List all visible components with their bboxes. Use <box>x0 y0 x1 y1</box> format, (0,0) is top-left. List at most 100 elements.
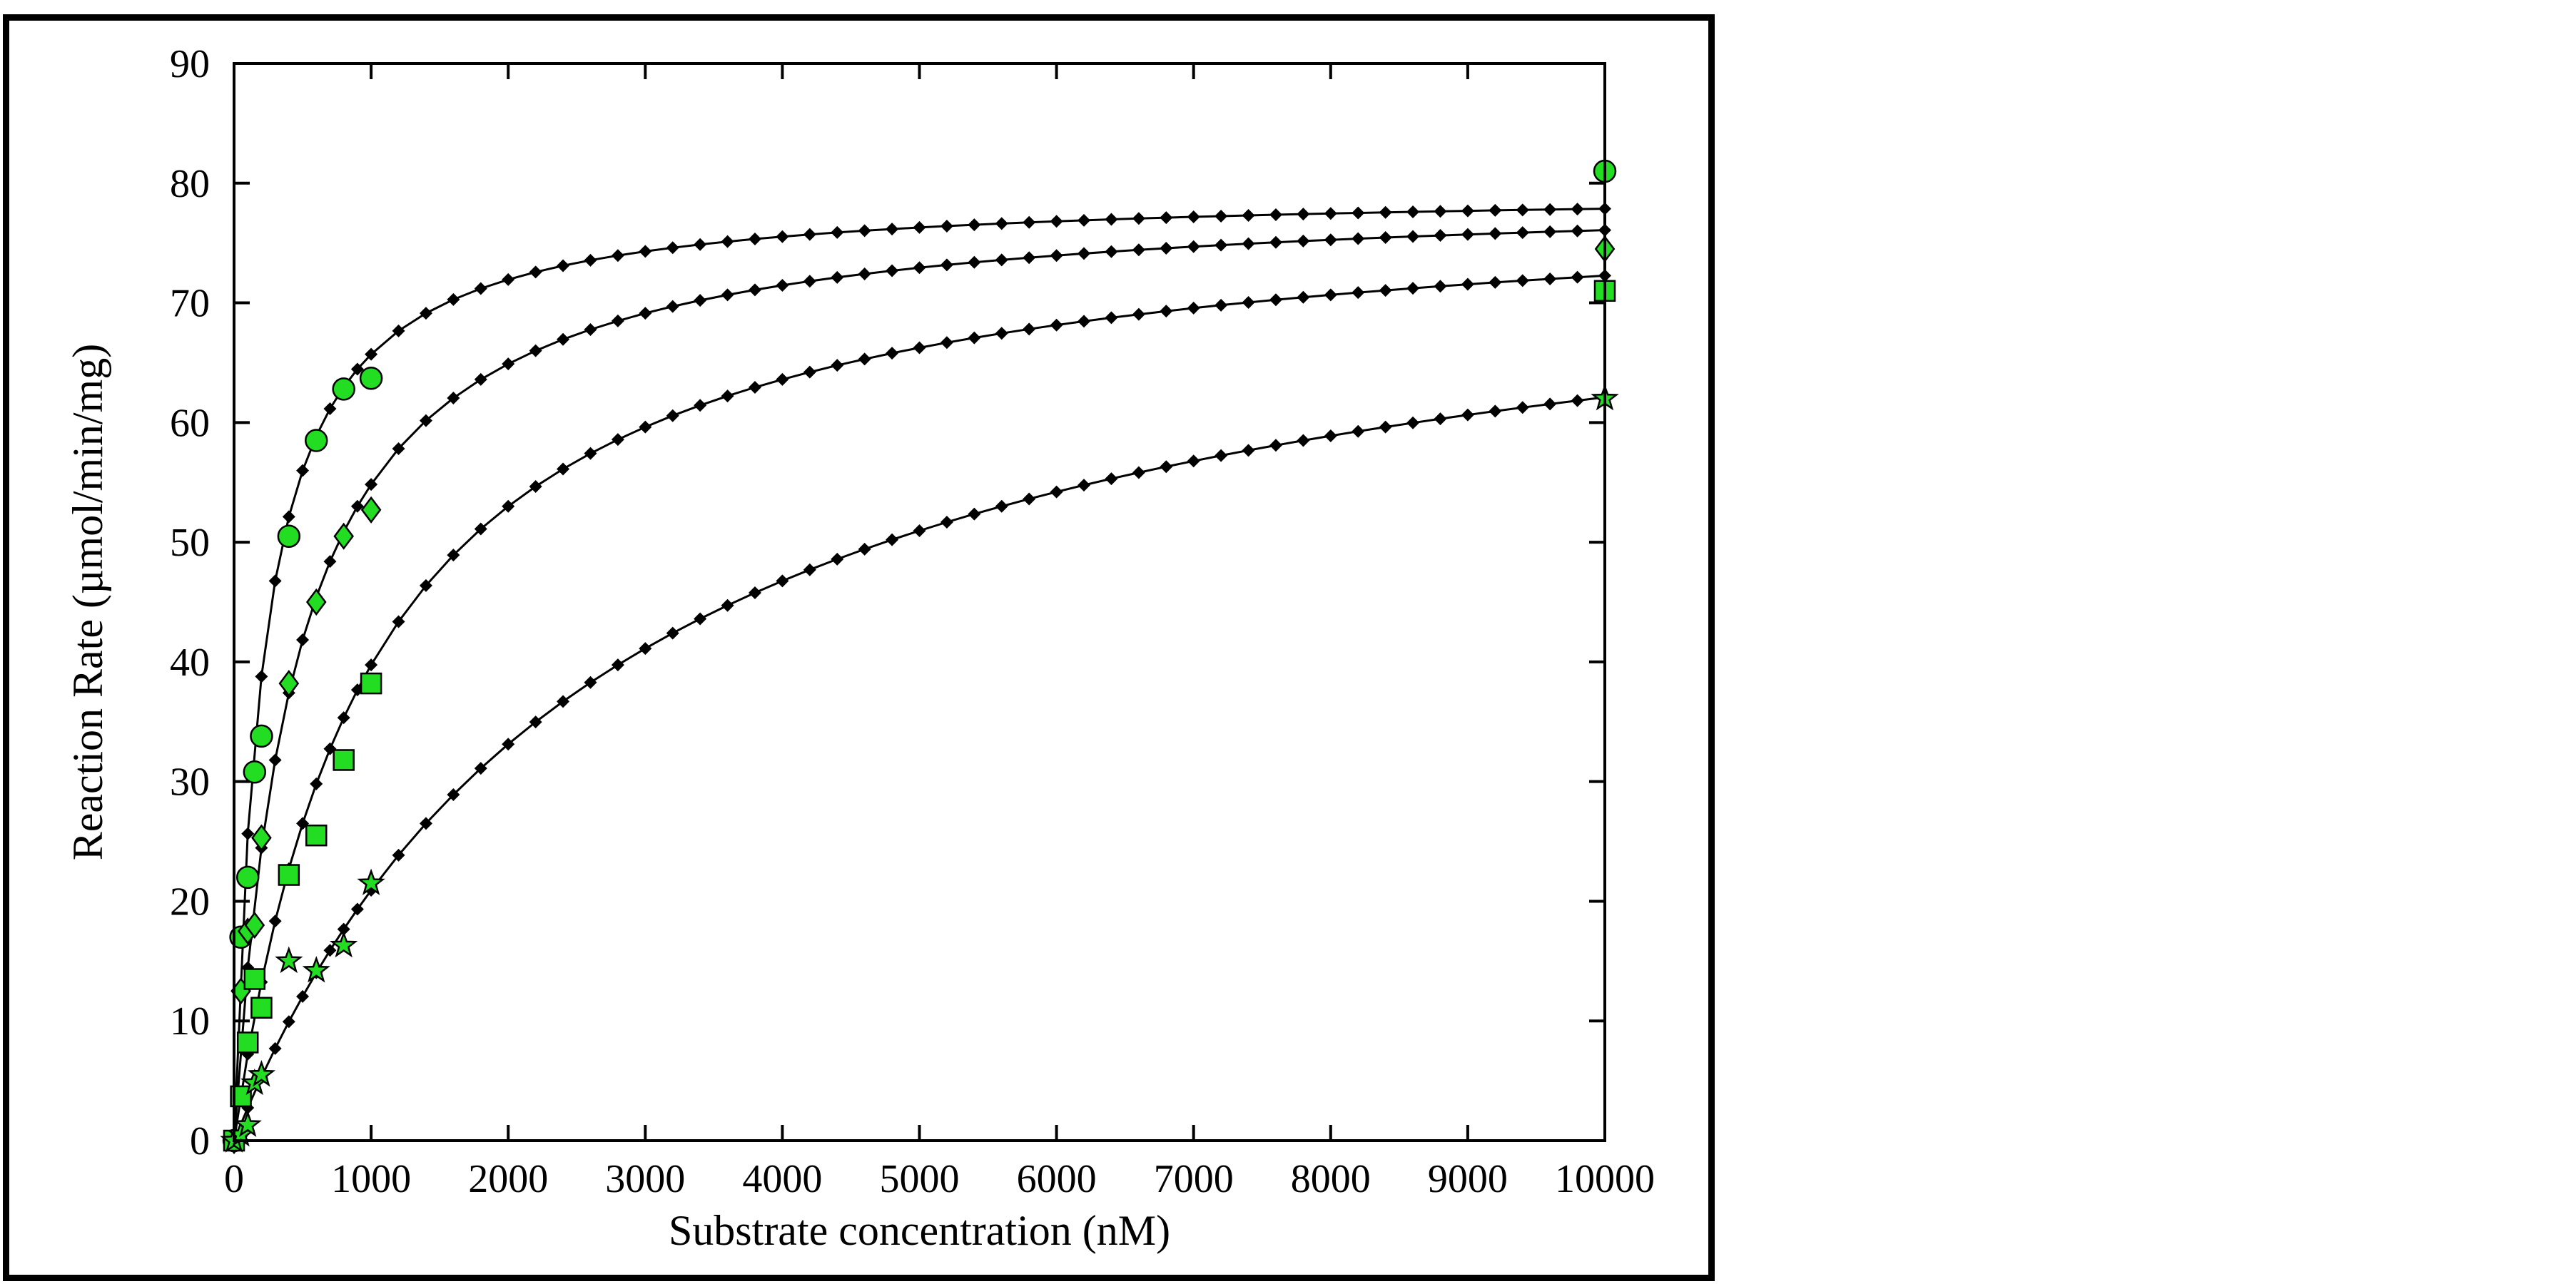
fit-point <box>447 549 460 562</box>
fit-point <box>858 542 871 556</box>
fit-point <box>1242 295 1255 309</box>
chart-frame: 0 1000 2000 3000 4000 5000 6000 7000 8000 9000 100… <box>3 14 1715 1281</box>
fit-point <box>255 670 268 683</box>
fit-point <box>1132 307 1145 321</box>
fit-point <box>584 322 597 336</box>
fit-point <box>831 359 844 372</box>
x-tick-label: 3000 <box>605 1157 685 1201</box>
data-point-diamond <box>360 496 382 524</box>
fit-point <box>1434 280 1447 293</box>
fit-point <box>1543 272 1557 285</box>
fit-point <box>639 245 652 258</box>
data-point-diamond <box>305 588 327 616</box>
fit-point <box>1489 404 1502 418</box>
fit-curves <box>228 202 1611 1147</box>
fit-point <box>748 233 761 246</box>
fit-point <box>1023 322 1036 336</box>
fit-line-2 <box>233 229 1606 1141</box>
fit-point <box>1269 235 1282 249</box>
fit-point <box>694 399 707 412</box>
fit-point <box>886 264 899 277</box>
data-point-circle <box>250 724 273 748</box>
fit-point <box>282 1015 295 1029</box>
fit-point <box>995 253 1008 267</box>
fit-point <box>1461 204 1474 218</box>
data-point-circle <box>243 760 267 784</box>
fit-point <box>803 228 816 241</box>
fit-point <box>776 574 789 588</box>
fit-point <box>694 612 707 626</box>
fit-point <box>1489 227 1502 240</box>
fit-point <box>1543 203 1557 216</box>
fit-point <box>1105 472 1118 486</box>
fit-point <box>1324 288 1337 302</box>
y-tick-label: 10 <box>170 999 210 1044</box>
fit-point <box>584 447 597 460</box>
fit-point <box>241 827 255 840</box>
fit-point <box>1105 311 1118 325</box>
fit-point <box>392 442 405 455</box>
fit-point <box>1516 203 1529 217</box>
fit-point <box>1352 206 1365 220</box>
fit-point <box>1379 284 1392 297</box>
fit-point <box>913 220 926 234</box>
fit-point <box>913 341 926 355</box>
fit-point <box>419 817 432 830</box>
fit-point <box>350 362 364 376</box>
fit-point <box>803 365 816 379</box>
fit-point <box>1461 408 1474 422</box>
fit-point <box>557 332 570 346</box>
fit-point <box>1352 232 1365 245</box>
fit-point <box>831 552 844 566</box>
x-tick-label: 7000 <box>1154 1157 1234 1201</box>
fit-point <box>940 219 953 233</box>
fit-point <box>639 307 652 320</box>
fit-point <box>1379 230 1392 244</box>
fit-point <box>502 272 515 286</box>
fit-point <box>1489 275 1502 289</box>
y-axis: 0 10 20 30 40 50 60 70 80 90 <box>170 42 1605 1163</box>
fit-point <box>296 464 310 477</box>
fit-point <box>268 574 282 588</box>
fit-point <box>1543 225 1557 238</box>
x-tick-label: 6000 <box>1017 1157 1097 1201</box>
fit-point <box>831 225 844 239</box>
fit-point <box>447 292 460 306</box>
fit-point <box>1461 277 1474 291</box>
fit-point <box>721 235 734 248</box>
fit-point <box>776 279 789 292</box>
fit-point <box>268 753 282 767</box>
fit-point <box>502 499 515 513</box>
data-point-star <box>247 1060 276 1087</box>
x-tick-label: 9000 <box>1428 1157 1508 1201</box>
fit-point <box>337 711 350 725</box>
x-tick-label: 10000 <box>1555 1157 1655 1201</box>
fit-point <box>474 762 487 775</box>
fit-point <box>1187 301 1200 315</box>
fit-point <box>1132 466 1145 479</box>
fit-point <box>886 533 899 546</box>
fit-point <box>1461 228 1474 241</box>
fit-point <box>611 249 624 263</box>
fit-point <box>748 586 761 600</box>
fit-point <box>1242 444 1255 457</box>
data-point-star <box>233 1110 262 1137</box>
x-axis-title: Substrate concentration (nM) <box>669 1207 1170 1254</box>
fit-point <box>419 307 432 320</box>
fit-point <box>748 381 761 394</box>
fit-point <box>1077 315 1091 328</box>
fit-point <box>968 255 981 269</box>
fit-point <box>1077 213 1091 227</box>
fit-point <box>1434 412 1447 426</box>
fit-point <box>1352 424 1365 438</box>
fit-point <box>666 409 679 422</box>
data-point-star <box>275 946 303 974</box>
fit-point <box>1269 208 1282 222</box>
fit-point <box>419 414 432 427</box>
y-tick-label: 60 <box>170 401 210 445</box>
fit-point <box>803 563 816 576</box>
fit-point <box>694 238 707 251</box>
data-point-diamond <box>244 911 265 939</box>
fit-point <box>529 344 542 357</box>
fit-point <box>1023 215 1036 229</box>
